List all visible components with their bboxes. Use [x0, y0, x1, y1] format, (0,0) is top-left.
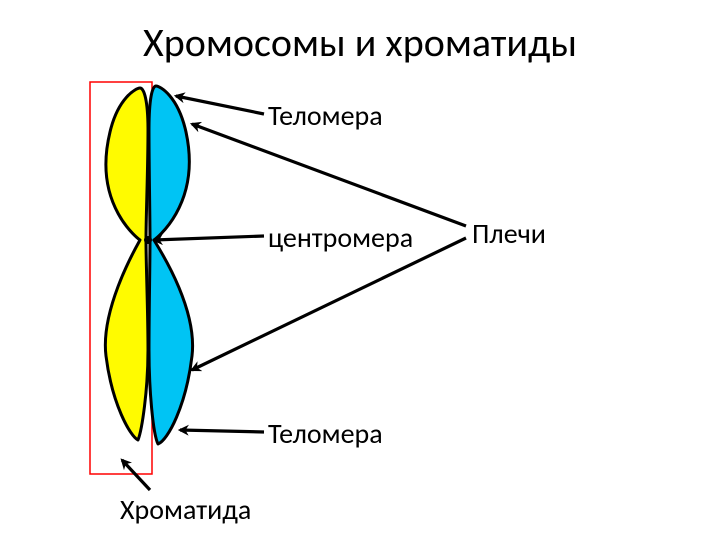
left-chromatid	[105, 88, 148, 440]
label-centromere: центромера	[268, 220, 413, 255]
label-arms: Плечи	[472, 216, 546, 251]
arrow-arm-upper	[192, 124, 466, 226]
arrow-arm-lower	[192, 238, 466, 370]
arrow-telomere-bottom	[180, 430, 264, 432]
chromosome-diagram	[0, 0, 720, 540]
arrow-centromere	[154, 236, 264, 240]
right-chromatid	[149, 86, 193, 444]
arrow-telomere-top	[176, 96, 264, 114]
centromere-dot	[144, 236, 152, 244]
label-chromatid: Хроматида	[120, 492, 251, 527]
label-telomere-top: Теломера	[268, 98, 383, 133]
arrow-chromatid	[122, 460, 150, 490]
label-telomere-bottom: Теломера	[268, 416, 383, 451]
